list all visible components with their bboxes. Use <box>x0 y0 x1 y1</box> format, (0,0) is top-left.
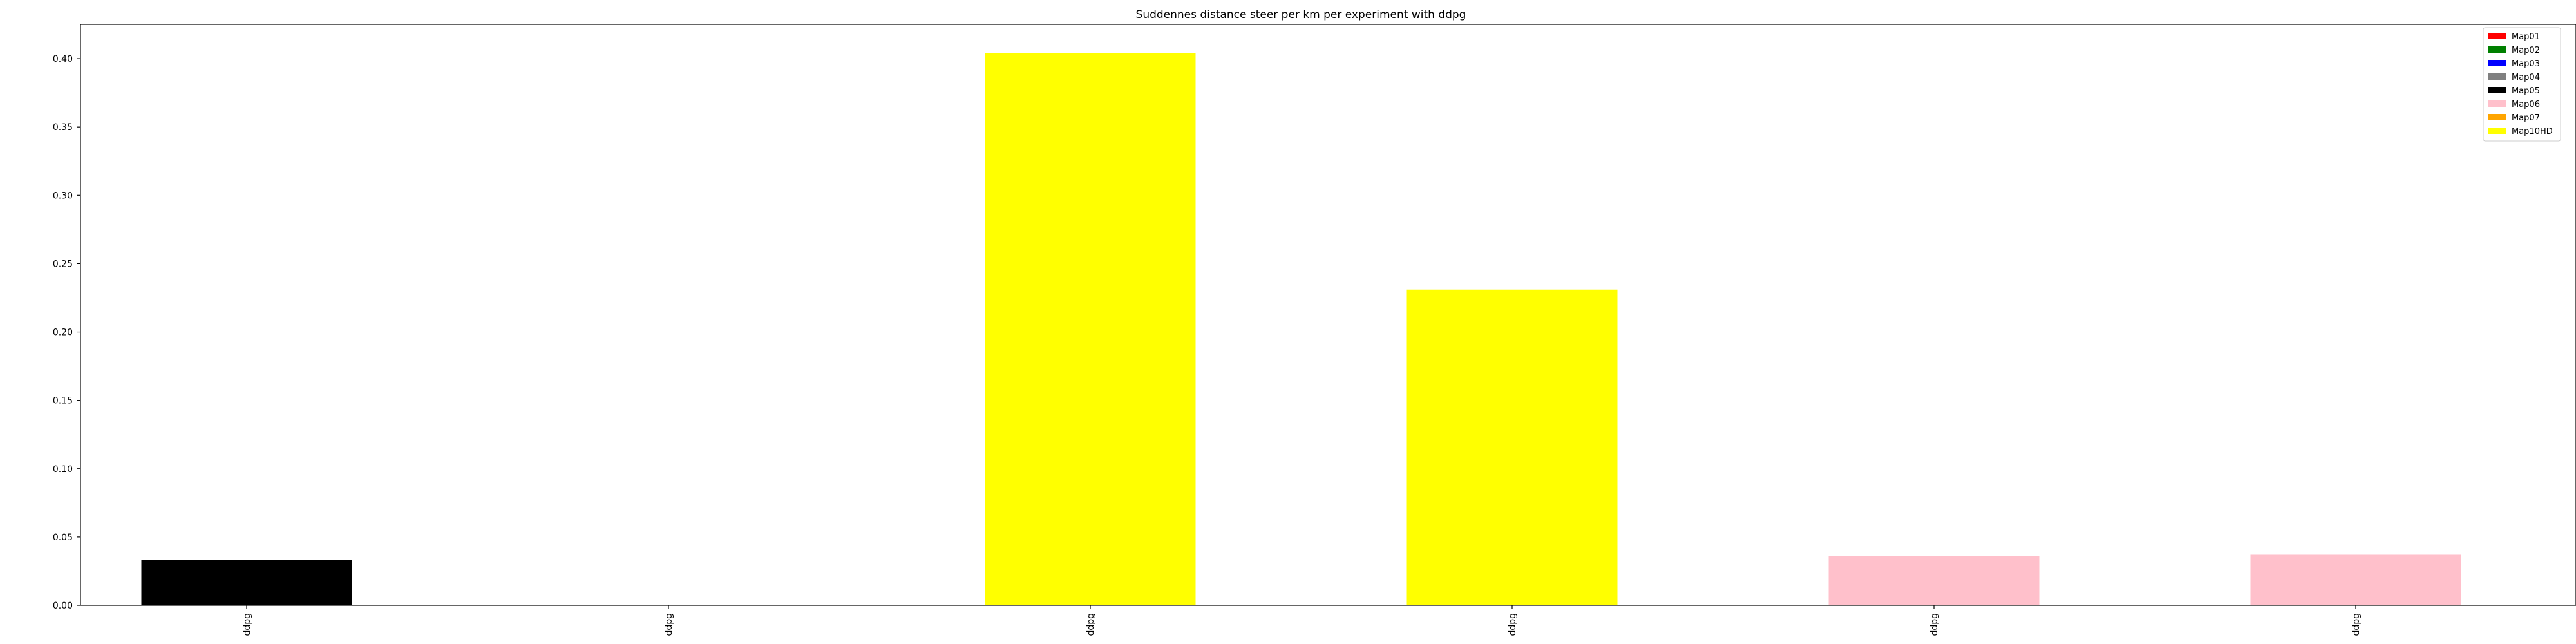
plot-frame <box>80 24 2576 606</box>
x-tick-label: ddpg <box>242 613 252 636</box>
legend-label: Map10HD <box>2512 127 2553 137</box>
bar-map06 <box>1828 556 2040 605</box>
legend-swatch <box>2488 46 2506 53</box>
legend-box <box>2483 27 2561 142</box>
legend-swatch <box>2488 60 2506 66</box>
legend-label: Map06 <box>2512 100 2540 109</box>
x-tick-label: ddpg <box>1929 613 1940 636</box>
x-tick-label: ddpg <box>664 613 674 636</box>
y-tick-label: 0.20 <box>53 328 73 338</box>
legend-label: Map05 <box>2512 86 2540 96</box>
y-axis: 0.00 0.05 0.10 0.15 0.20 0.25 0.30 0.35 0.40 <box>53 54 80 611</box>
legend-swatch <box>2488 33 2506 39</box>
y-tick-label: 0.00 <box>53 601 73 611</box>
y-tick-label: 0.40 <box>53 54 73 64</box>
legend-label: Map07 <box>2512 113 2540 123</box>
bar-map05 <box>141 560 352 605</box>
bar-map10hd <box>985 53 1196 606</box>
legend-swatch <box>2488 100 2506 107</box>
bars-group <box>141 53 2461 606</box>
y-tick-label: 0.30 <box>53 191 73 201</box>
y-tick-label: 0.05 <box>53 533 73 543</box>
y-tick-label: 0.35 <box>53 122 73 133</box>
legend-swatch <box>2488 73 2506 80</box>
bar-map10hd <box>1406 289 1618 605</box>
chart-title: Suddennes distance steer per km per expe… <box>1136 8 1466 21</box>
legend: Map01 Map02 Map03 Map04 Map05 Map06 Map07 Map10… <box>2483 27 2561 142</box>
legend-swatch <box>2488 128 2506 134</box>
x-axis: ddpg ddpg ddpg ddpg ddpg ddpg <box>242 605 2362 636</box>
legend-swatch <box>2488 114 2506 120</box>
y-tick-label: 0.10 <box>53 464 73 475</box>
legend-label: Map02 <box>2512 46 2540 55</box>
bar-map06 <box>2250 554 2461 605</box>
legend-label: Map01 <box>2512 32 2540 42</box>
legend-swatch <box>2488 87 2506 93</box>
legend-label: Map03 <box>2512 59 2540 69</box>
legend-label: Map04 <box>2512 73 2540 82</box>
x-tick-label: ddpg <box>1086 613 1096 636</box>
x-tick-label: ddpg <box>2351 613 2362 636</box>
y-tick-label: 0.25 <box>53 259 73 269</box>
y-tick-label: 0.15 <box>53 396 73 406</box>
x-tick-label: ddpg <box>1508 613 1518 636</box>
